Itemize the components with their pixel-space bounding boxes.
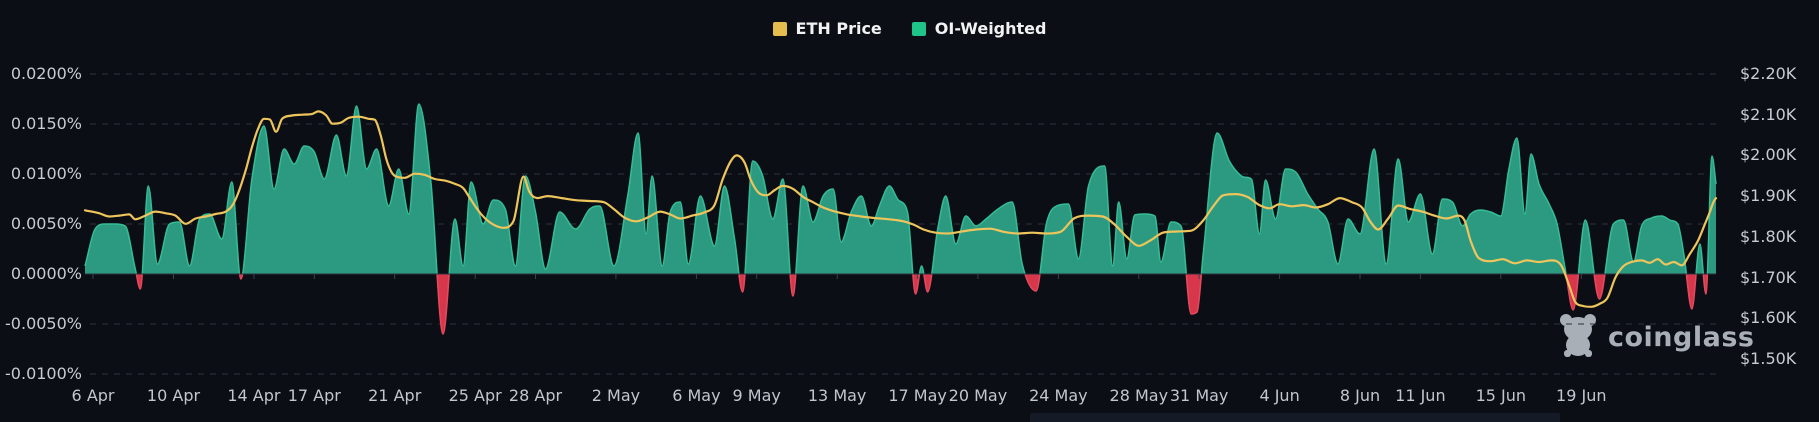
- coinglass-watermark-text: coinglass: [1608, 321, 1755, 353]
- x-axis-label: 9 May: [732, 386, 781, 405]
- left-axis-tick: -0.0050%: [5, 314, 82, 333]
- x-axis-label: 2 May: [591, 386, 641, 405]
- x-axis-label: 31 May: [1169, 386, 1229, 405]
- legend-item-oi-weighted[interactable]: OI-Weighted: [911, 19, 1047, 38]
- x-axis-label: 25 Apr: [448, 386, 502, 405]
- left-axis-tick: 0.0000%: [10, 264, 82, 283]
- x-axis-label: 19 Jun: [1556, 386, 1607, 405]
- eth-price-line-series[interactable]: [83, 110, 1718, 308]
- oi-weighted-swatch-icon: [911, 21, 926, 36]
- legend-label-oi-weighted: OI-Weighted: [934, 19, 1047, 38]
- oi-weighted-area-series[interactable]: [84, 103, 1717, 335]
- right-axis-tick: $1.50K: [1740, 348, 1797, 368]
- right-axis-tick: $1.80K: [1740, 226, 1797, 246]
- x-axis-label: 15 Jun: [1475, 386, 1527, 405]
- x-axis-label: 28 May: [1109, 386, 1169, 405]
- x-axis-label: 6 May: [672, 386, 721, 405]
- x-axis-label: 21 Apr: [368, 386, 422, 405]
- right-axis-tick: $2.10K: [1740, 104, 1797, 124]
- legend-label-eth-price: ETH Price: [795, 19, 882, 38]
- right-axis-tick: $2.20K: [1740, 64, 1797, 83]
- right-axis-tick: $2.00K: [1740, 145, 1797, 165]
- x-axis-label: 4 Jun: [1259, 386, 1300, 405]
- right-axis-tick: $1.90K: [1740, 186, 1797, 206]
- x-axis-label: 10 Apr: [146, 386, 201, 405]
- left-axis-tick: 0.0150%: [10, 114, 82, 133]
- right-axis-tick: $1.60K: [1740, 308, 1797, 328]
- left-axis-tick: 0.0200%: [10, 64, 82, 83]
- x-axis-label: 8 Jun: [1339, 386, 1381, 405]
- legend-item-eth-price[interactable]: ETH Price: [772, 19, 882, 38]
- x-axis-label: 17 Apr: [287, 386, 341, 405]
- x-axis-label: 28 Apr: [508, 386, 563, 405]
- left-axis-tick: -0.0100%: [5, 364, 82, 383]
- coinglass-logo-icon: [1556, 312, 1600, 362]
- x-axis-label: 11 Jun: [1395, 386, 1446, 405]
- x-axis-label: 17 May: [888, 386, 947, 405]
- x-axis-label: 24 May: [1029, 386, 1088, 405]
- eth-price-swatch-icon: [772, 21, 787, 36]
- x-axis-label: 6 Apr: [71, 386, 115, 405]
- left-axis-tick: 0.0050%: [10, 214, 82, 233]
- chart-legend: ETH Price OI-Weighted: [0, 19, 1819, 38]
- right-axis-tick: $1.70K: [1740, 267, 1797, 287]
- x-axis-label: 14 Apr: [227, 386, 281, 405]
- x-axis-label: 13 May: [807, 386, 867, 405]
- bottom-strip: [1030, 413, 1560, 422]
- coinglass-watermark: coinglass: [1556, 312, 1754, 362]
- left-axis-tick: 0.0100%: [10, 164, 82, 183]
- x-axis-label: 20 May: [948, 386, 1008, 405]
